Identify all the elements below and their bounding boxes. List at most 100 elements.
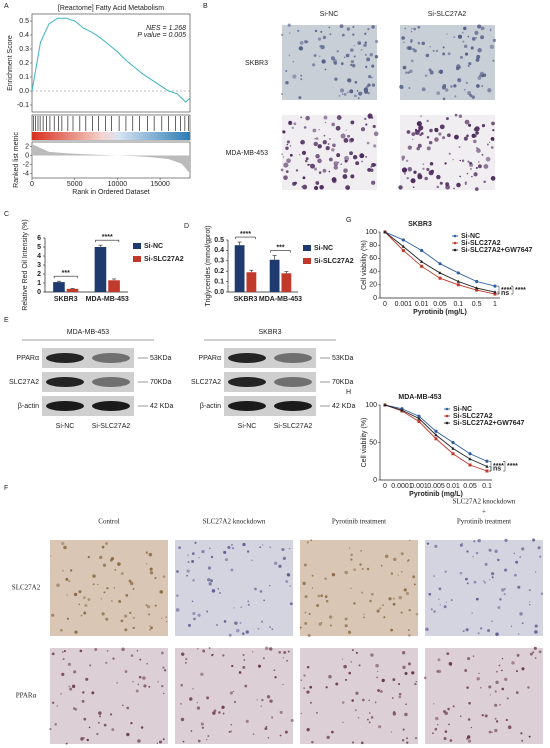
cell bbox=[231, 547, 235, 550]
cell bbox=[369, 53, 373, 57]
cell bbox=[490, 136, 495, 141]
cell bbox=[112, 657, 115, 660]
marker bbox=[420, 264, 424, 268]
cell bbox=[271, 628, 274, 630]
cell bbox=[306, 541, 309, 544]
cell bbox=[405, 591, 410, 596]
significance: ns bbox=[493, 466, 501, 473]
cell bbox=[126, 732, 130, 737]
cell bbox=[528, 735, 531, 738]
cell bbox=[483, 581, 487, 584]
cell bbox=[353, 45, 355, 47]
cell bbox=[403, 41, 405, 44]
cell bbox=[343, 168, 348, 173]
cell bbox=[348, 671, 352, 675]
blot-band bbox=[228, 401, 266, 411]
marker bbox=[383, 403, 387, 407]
cell bbox=[217, 588, 220, 590]
cell bbox=[354, 80, 358, 84]
cell bbox=[463, 136, 468, 141]
cell bbox=[191, 560, 194, 563]
column-label: SLC27A2 knockdown bbox=[203, 518, 266, 526]
cell bbox=[83, 611, 87, 615]
cell bbox=[465, 628, 469, 632]
cell bbox=[240, 606, 243, 608]
cell bbox=[491, 731, 493, 734]
cell bbox=[407, 166, 413, 172]
x-tick-label: 0.5 bbox=[472, 301, 482, 308]
marker bbox=[468, 452, 472, 456]
cell bbox=[350, 48, 354, 52]
sig-bracket bbox=[95, 239, 120, 243]
cell bbox=[122, 704, 124, 707]
cell bbox=[353, 568, 357, 572]
cell bbox=[491, 576, 494, 579]
cell bbox=[409, 69, 413, 74]
y-tick-label: 0.4 bbox=[19, 32, 29, 39]
cell bbox=[376, 676, 379, 679]
cell bbox=[185, 661, 187, 664]
marker bbox=[456, 271, 460, 275]
cell bbox=[79, 649, 83, 653]
cell bbox=[407, 559, 410, 561]
cell bbox=[472, 555, 474, 558]
cell bbox=[71, 684, 76, 689]
blot-band bbox=[274, 353, 312, 363]
legend-marker bbox=[453, 234, 457, 238]
cell bbox=[436, 185, 440, 189]
cell bbox=[105, 661, 108, 664]
cell bbox=[355, 691, 359, 695]
marker bbox=[475, 288, 479, 292]
cell bbox=[63, 650, 66, 653]
cell bbox=[322, 35, 327, 40]
cell bbox=[360, 741, 364, 745]
significance: **** bbox=[507, 463, 518, 470]
error-bar bbox=[237, 241, 242, 246]
cell bbox=[124, 670, 128, 673]
cell bbox=[87, 555, 90, 559]
marker bbox=[438, 271, 442, 275]
cell bbox=[468, 123, 472, 127]
cell bbox=[331, 148, 335, 152]
sig-bracket bbox=[511, 285, 514, 295]
cell bbox=[359, 153, 365, 159]
marker bbox=[468, 457, 472, 461]
cell bbox=[161, 617, 163, 619]
cell bbox=[351, 649, 354, 652]
cell bbox=[309, 685, 313, 689]
cell bbox=[162, 575, 166, 578]
cell bbox=[288, 547, 291, 550]
cell bbox=[416, 121, 422, 127]
cell bbox=[289, 585, 292, 587]
cell bbox=[128, 579, 132, 583]
x-tick-label: 0 bbox=[383, 483, 387, 490]
cell bbox=[200, 722, 204, 726]
cell bbox=[324, 68, 327, 71]
cell bbox=[357, 716, 360, 719]
cell bbox=[98, 711, 102, 715]
cell bbox=[67, 662, 71, 666]
cell bbox=[202, 649, 206, 653]
cell bbox=[473, 139, 477, 144]
cell bbox=[410, 59, 414, 63]
cell bbox=[529, 601, 531, 603]
cell bbox=[229, 730, 233, 733]
cell bbox=[497, 606, 501, 609]
cell bbox=[197, 613, 201, 617]
cell bbox=[192, 579, 195, 582]
marker bbox=[456, 279, 461, 283]
cell bbox=[411, 28, 413, 30]
cell bbox=[106, 587, 109, 590]
cell bbox=[468, 701, 471, 705]
cell bbox=[165, 616, 167, 618]
cell bbox=[210, 555, 214, 559]
cell bbox=[417, 41, 421, 45]
cell bbox=[146, 605, 151, 609]
cell bbox=[432, 49, 435, 52]
significance: **** bbox=[102, 234, 113, 241]
cell bbox=[187, 561, 190, 564]
cell bbox=[65, 577, 69, 581]
cell bbox=[406, 741, 409, 744]
cell bbox=[417, 172, 422, 178]
cell bbox=[376, 670, 379, 673]
